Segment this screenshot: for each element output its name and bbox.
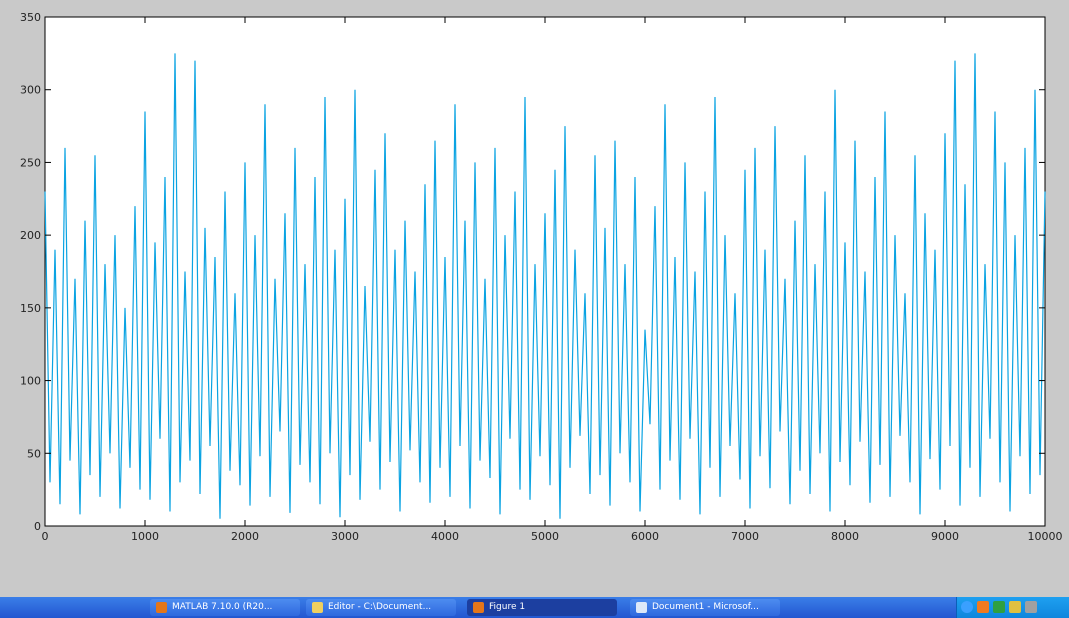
system-tray: [956, 597, 1069, 618]
tray-icon[interactable]: [1009, 601, 1021, 613]
taskbar: MATLAB 7.10.0 (R20... Editor - C:\Docume…: [0, 597, 1069, 618]
x-tick-label: 1000: [131, 530, 159, 543]
x-tick-label: 9000: [931, 530, 959, 543]
x-tick-label: 7000: [731, 530, 759, 543]
button-label: Document1 - Microsof...: [652, 602, 759, 612]
x-tick-label: 4000: [431, 530, 459, 543]
x-tick-label: 6000: [631, 530, 659, 543]
button-label: MATLAB 7.10.0 (R20...: [172, 602, 272, 612]
x-tick-label: 5000: [531, 530, 559, 543]
x-tick-label: 0: [42, 530, 49, 543]
taskbar-button[interactable]: Figure 1: [467, 599, 617, 616]
taskbar-button[interactable]: MATLAB 7.10.0 (R20...: [150, 599, 300, 616]
x-tick-label: 8000: [831, 530, 859, 543]
y-tick-label: 200: [20, 229, 41, 242]
x-tick-label: 2000: [231, 530, 259, 543]
button-label: Editor - C:\Document...: [328, 602, 431, 612]
tray-icon[interactable]: [977, 601, 989, 613]
y-tick-label: 50: [27, 447, 41, 460]
tray-icon[interactable]: [1025, 601, 1037, 613]
y-tick-label: 0: [34, 520, 41, 533]
tray-icon[interactable]: [993, 601, 1005, 613]
taskbar-button[interactable]: Editor - C:\Document...: [306, 599, 456, 616]
y-tick-label: 350: [20, 11, 41, 24]
button-label: Figure 1: [489, 602, 525, 612]
screen: 0100020003000400050006000700080009000100…: [0, 0, 1069, 618]
x-tick-label: 3000: [331, 530, 359, 543]
tray-icon[interactable]: [961, 601, 973, 613]
y-tick-label: 250: [20, 156, 41, 169]
x-tick-label: 10000: [1028, 530, 1063, 543]
y-tick-label: 150: [20, 302, 41, 315]
taskbar-button[interactable]: Document1 - Microsof...: [630, 599, 780, 616]
y-tick-label: 100: [20, 375, 41, 388]
y-tick-label: 300: [20, 84, 41, 97]
